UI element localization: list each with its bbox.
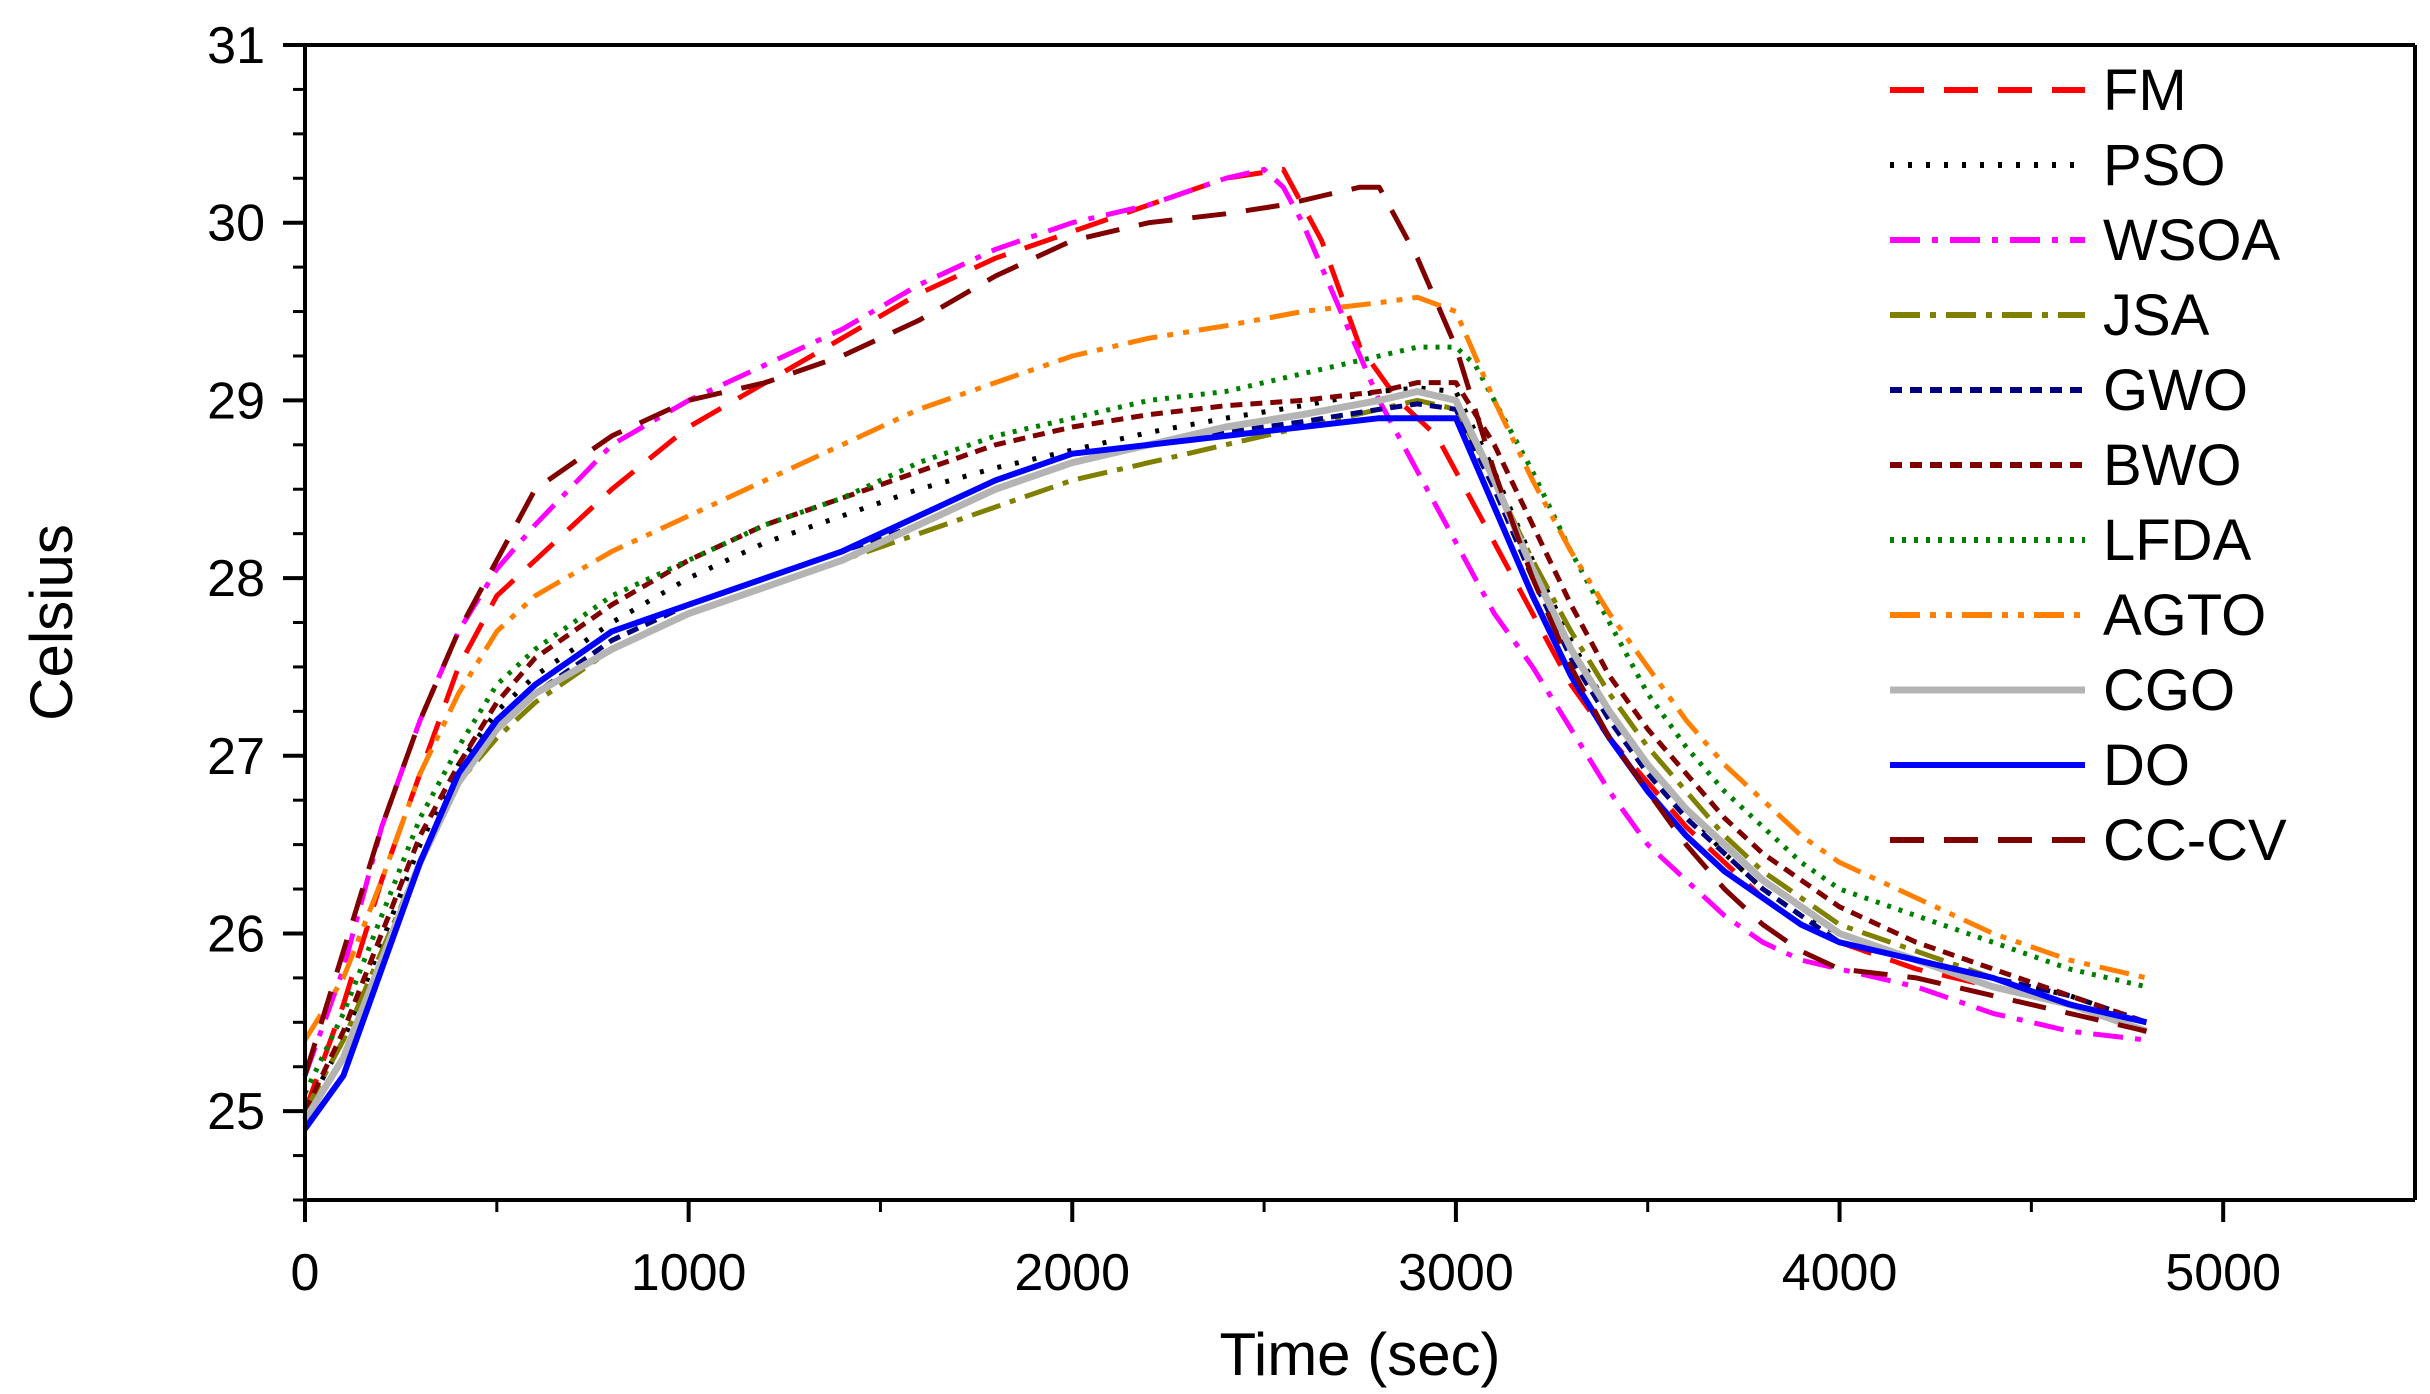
legend-label-do: DO	[2103, 733, 2190, 798]
legend-label-bwo: BWO	[2103, 433, 2242, 498]
series-line-cc-cv	[302, 184, 2148, 1077]
x-axis-title: Time (sec)	[1219, 1321, 1500, 1388]
series-line-cgo	[302, 388, 2148, 1122]
legend-label-lfda: LFDA	[2103, 508, 2252, 573]
series-group	[302, 166, 2148, 1131]
series-line-agto	[302, 294, 2148, 1042]
x-tick-label: 4000	[1782, 1244, 1898, 1302]
legend: FM PSO WSOA JSA GWO BWO LFDA AGTO CGO DO CC-CV	[1890, 58, 2287, 873]
series-line-do	[302, 415, 2148, 1131]
legend-label-cc-cv: CC-CV	[2103, 808, 2287, 873]
y-tick-label: 31	[207, 17, 265, 75]
series-line-pso	[302, 385, 2148, 1113]
ticks-group: 25 26 27 28 29 30 31 0 1000 2000 3000 4000 5000	[207, 17, 2281, 1302]
plot-frame	[303, 43, 2417, 1202]
x-tick-label: 1000	[631, 1244, 747, 1302]
series-line-gwo	[302, 401, 2148, 1122]
y-tick-label: 29	[207, 372, 265, 430]
series-line-jsa	[302, 397, 2148, 1113]
y-tick-label: 26	[207, 905, 265, 963]
series-line-fm	[302, 166, 2148, 1113]
series-line-wsoa	[302, 166, 2147, 1077]
legend-label-cgo: CGO	[2103, 658, 2235, 723]
legend-label-jsa: JSA	[2103, 283, 2210, 348]
legend-label-agto: AGTO	[2103, 583, 2266, 648]
x-tick-label: 0	[291, 1244, 320, 1302]
x-tick-label: 2000	[1014, 1244, 1130, 1302]
legend-label-fm: FM	[2103, 58, 2187, 123]
y-axis-title: Celsius	[18, 524, 85, 721]
x-tick-label: 5000	[2165, 1244, 2281, 1302]
y-tick-label: 25	[207, 1083, 265, 1141]
x-tick-label: 3000	[1398, 1244, 1514, 1302]
series-line-bwo	[302, 380, 2148, 1113]
y-tick-label: 30	[207, 195, 265, 253]
series-line-lfda	[302, 344, 2148, 1095]
y-tick-label: 28	[207, 550, 265, 608]
legend-label-pso: PSO	[2103, 133, 2226, 198]
legend-label-gwo: GWO	[2103, 358, 2248, 423]
legend-label-wsoa: WSOA	[2103, 208, 2281, 273]
y-tick-label: 27	[207, 728, 265, 786]
